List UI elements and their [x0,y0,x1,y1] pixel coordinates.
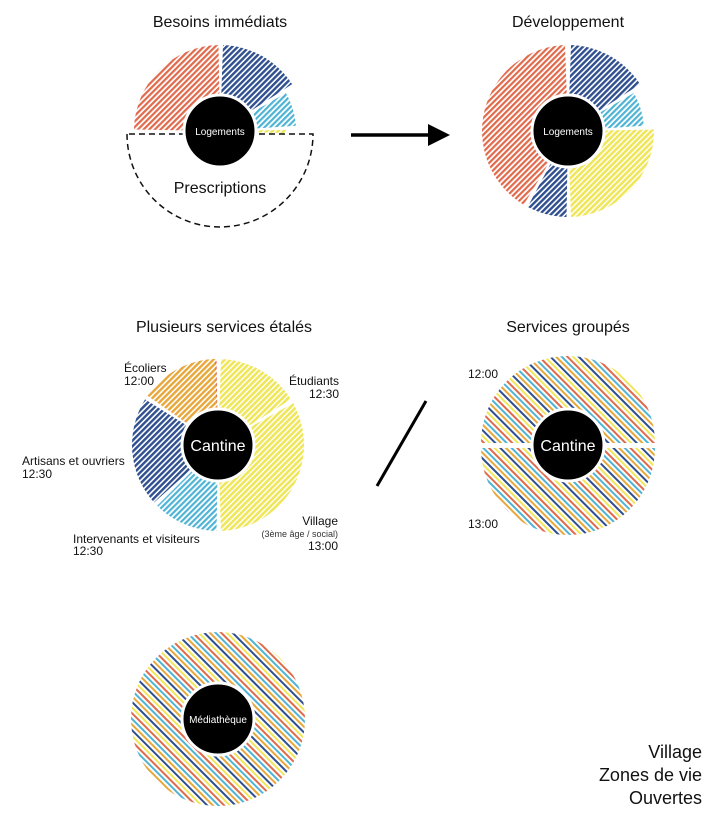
prescriptions-label: Prescriptions [174,180,266,197]
label-ecoliers: Écoliers [124,360,167,375]
ring-top-half [481,356,655,443]
footer-line-3: Ouvertes [629,788,702,808]
hub-circle [530,407,606,483]
footer-caption: Village Zones de vie Ouvertes [599,742,702,808]
prescriptions-half-ring [126,133,314,228]
title-besoins-immediats: Besoins immédiats [153,14,287,31]
segment-yellow [249,129,286,134]
slash-separator [375,400,428,487]
segment-village [219,403,304,531]
label-village: Village [302,514,338,528]
diagram-mediatheque: Médiathèque [131,632,305,806]
segment-village-upper [219,359,291,430]
segment-navy [221,45,293,115]
arrow-right-icon [351,124,450,146]
hub-circle [180,407,256,483]
ring-segments [481,45,654,217]
segment-navy-lower [527,157,568,217]
hub-label: Logements [543,127,592,138]
time-intervenants: 12:30 [73,544,103,558]
label-intervenants: Intervenants et visiteurs [73,532,200,546]
title-developpement: Développement [512,14,625,31]
hub-label: Cantine [190,438,245,455]
time-ecoliers: 12:00 [124,374,154,388]
time-top: 12:00 [468,367,498,381]
time-bottom: 13:00 [468,517,498,531]
ring-segments [132,359,304,531]
segment-navy [569,45,641,115]
hub-label: Logements [195,127,244,138]
diagram-besoins-immediats: Besoins immédiats Logements Prescription… [126,14,314,228]
title-services-groupes: Services groupés [506,319,630,336]
hub-circle [180,681,256,757]
segment-red [481,45,567,205]
diagram-services-groupes: Services groupés Cantine 12:00 13:00 [468,319,655,535]
footer-line-1: Village [648,742,702,762]
label-artisans: Artisans et ouvriers [22,454,125,468]
hub-circle [182,93,258,169]
ring-bottom-half [481,448,655,535]
diagram-developpement: Développement Logements [481,14,654,217]
segment-lightblue [245,93,296,129]
title-plusieurs-services: Plusieurs services étalés [136,319,312,336]
footer-line-2: Zones de vie [599,765,702,785]
hub-label: Médiathèque [189,715,247,726]
time-village: 13:00 [308,539,338,553]
detail-village: (3ème âge / social) [261,529,338,539]
segment-ecoliers [147,359,217,428]
segment-lightblue [593,93,644,129]
label-etudiants: Étudiants [289,373,339,388]
segment-artisans [132,399,196,503]
segment-intervenants [157,466,218,531]
diagram-plusieurs-services: Plusieurs services étalés Cantine Écolie… [22,319,339,558]
time-artisans: 12:30 [22,467,52,481]
hub-label: Cantine [540,438,595,455]
time-etudiants: 12:30 [309,387,339,401]
hub-circle [530,93,606,169]
